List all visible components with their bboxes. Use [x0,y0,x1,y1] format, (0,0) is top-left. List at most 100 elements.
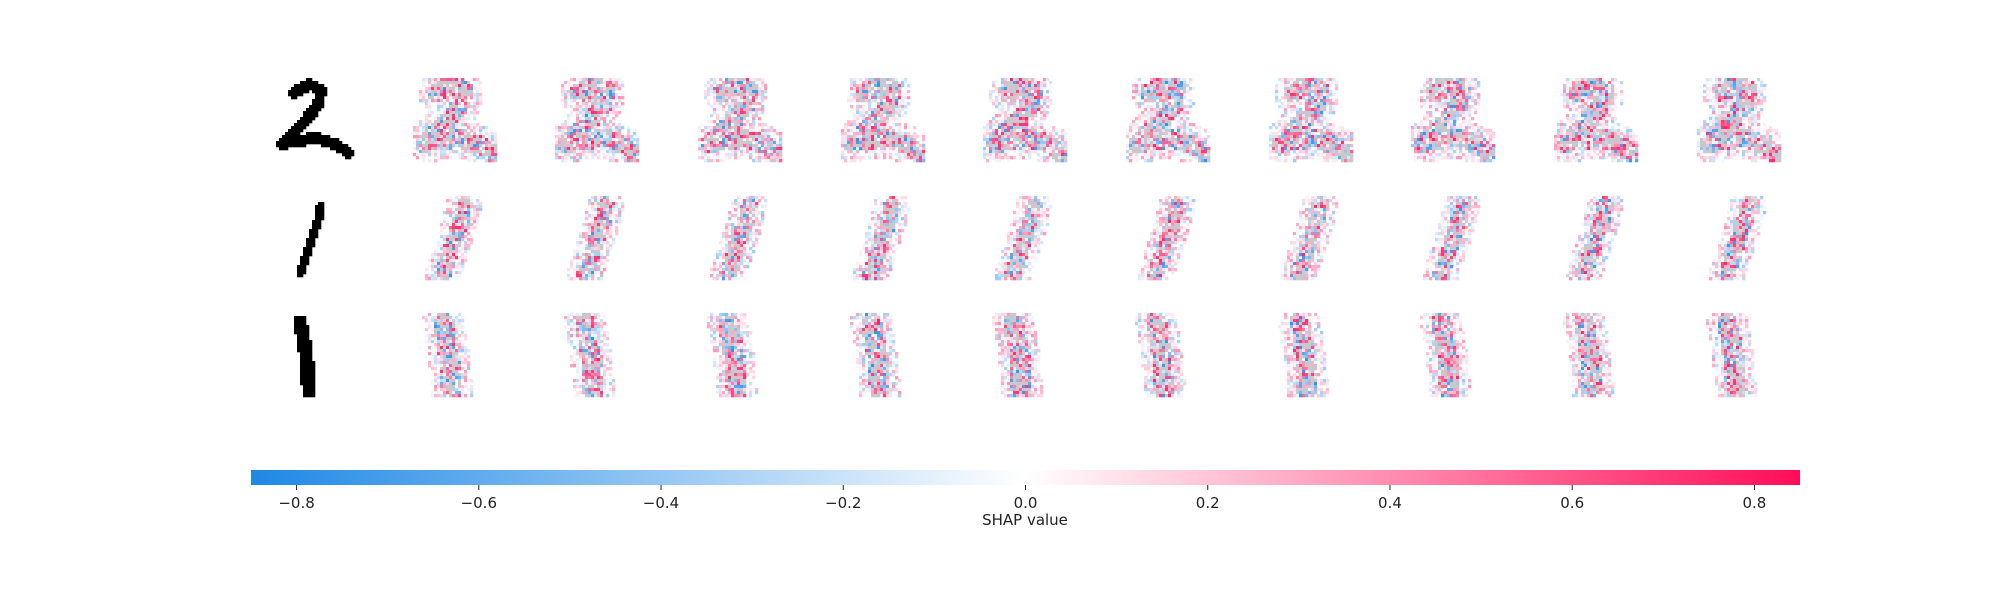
pixel-cell [1438,96,1442,100]
pixel-cell [609,81,613,85]
pixel-cell [889,129,893,133]
pixel-cell [992,81,996,85]
pixel-cell [734,87,738,91]
pixel-cell [1471,156,1475,160]
pixel-cell [1426,147,1430,151]
pixel-cell [1453,135,1457,139]
pixel-cell [1620,87,1624,91]
pixel-cell [761,141,765,145]
pixel-cell [1001,135,1005,139]
pixel-cell [1135,84,1139,88]
pixel-cell [1272,156,1276,160]
pixel-cell [1180,96,1184,100]
pixel-cell [704,138,708,142]
pixel-cell [841,156,845,160]
pixel-cell [1156,120,1160,124]
pixel-cell [303,81,307,85]
pixel-cell [713,141,717,145]
pixel-cell [1447,93,1451,97]
pixel-cell [1560,129,1564,133]
pixel-cell [898,156,902,160]
pixel-cell [1477,135,1481,139]
pixel-cell [576,87,580,91]
pixel-cell [1278,135,1282,139]
pixel-cell [1010,93,1014,97]
pixel-cell [1034,123,1038,127]
pixel-cell [850,99,854,103]
pixel-cell [594,120,598,124]
pixel-cell [479,150,483,154]
pixel-cell [1486,129,1490,133]
pixel-cell [434,126,438,130]
pixel-cell [776,144,780,148]
pixel-cell [1468,114,1472,118]
pixel-cell [1417,129,1421,133]
pixel-cell [564,87,568,91]
pixel-cell [710,120,714,124]
pixel-cell [1046,129,1050,133]
pixel-cell [737,96,741,100]
pixel-cell [1453,117,1457,121]
pixel-cell [746,129,750,133]
pixel-cell [1061,147,1065,151]
pixel-cell [597,81,601,85]
pixel-cell [722,81,726,85]
pixel-cell [630,132,634,136]
pixel-cell [989,156,993,160]
pixel-cell [1474,135,1478,139]
pixel-cell [877,129,881,133]
pixel-cell [698,141,702,145]
pixel-cell [1016,78,1020,82]
pixel-cell [467,84,471,88]
pixel-cell [1584,81,1588,85]
pixel-cell [449,102,453,106]
pixel-cell [743,108,747,112]
pixel-cell [722,108,726,112]
pixel-cell [630,150,634,154]
pixel-cell [1468,156,1472,160]
pixel-cell [743,96,747,100]
pixel-cell [1138,84,1142,88]
pixel-cell [1432,123,1436,127]
pixel-cell [1432,117,1436,121]
pixel-cell [1168,87,1172,91]
pixel-cell [1477,81,1481,85]
pixel-cell [1007,150,1011,154]
pixel-cell [1599,93,1603,97]
pixel-cell [591,78,595,82]
pixel-cell [1326,123,1330,127]
pixel-cell [1341,138,1345,142]
pixel-cell [986,159,990,163]
pixel-cell [1557,126,1561,130]
pixel-cell [567,153,571,157]
pixel-cell [437,105,441,109]
pixel-cell [630,144,634,148]
pixel-cell [1174,111,1178,115]
pixel-cell [1040,120,1044,124]
pixel-cell [749,129,753,133]
pixel-cell [728,87,732,91]
pixel-cell [591,120,595,124]
pixel-cell [312,84,316,88]
pixel-cell [1602,153,1606,157]
pixel-cell [1590,126,1594,130]
pixel-cell [594,147,598,151]
pixel-cell [880,138,884,142]
pixel-cell [570,156,574,160]
pixel-cell [746,150,750,154]
pixel-cell [1150,99,1154,103]
pixel-cell [1043,81,1047,85]
pixel-cell [1329,132,1333,136]
pixel-cell [1186,141,1190,145]
pixel-cell [698,147,702,151]
pixel-cell [1165,111,1169,115]
pixel-cell [1465,147,1469,151]
pixel-cell [449,123,453,127]
pixel-cell [573,153,577,157]
pixel-cell [1007,108,1011,112]
pixel-cell [743,135,747,139]
pixel-cell [1581,105,1585,109]
pixel-cell [1587,90,1591,94]
pixel-cell [434,132,438,136]
pixel-cell [1284,105,1288,109]
